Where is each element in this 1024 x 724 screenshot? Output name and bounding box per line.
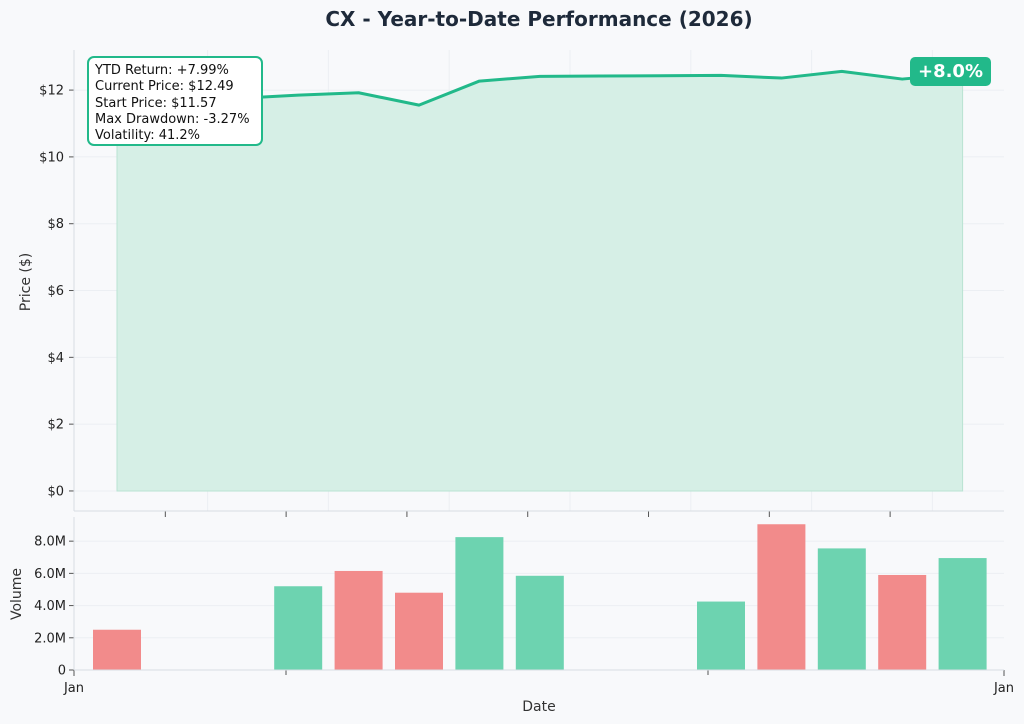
volume-x-label: Date bbox=[522, 699, 555, 715]
volume-y-tick-label: 4.0M bbox=[34, 599, 66, 614]
volume-bar bbox=[395, 592, 443, 670]
volume-x-ticks: Jan Jan bbox=[63, 670, 1014, 696]
stat-start-price: Start Price: $11.57 bbox=[95, 95, 217, 111]
volume-y-tick-label: 0 bbox=[58, 664, 66, 679]
volume-bar bbox=[817, 548, 866, 670]
volume-bar bbox=[515, 575, 564, 670]
return-badge: +8.0% bbox=[910, 57, 991, 86]
price-y-label: Price ($) bbox=[18, 253, 34, 311]
price-y-tick-label: $0 bbox=[47, 484, 64, 499]
price-y-tick-label: $6 bbox=[47, 284, 64, 299]
price-y-tick-label: $2 bbox=[47, 418, 64, 433]
volume-bar bbox=[334, 570, 383, 670]
stat-max-drawdown: Max Drawdown: -3.27% bbox=[95, 111, 250, 127]
price-y-tick-label: $12 bbox=[39, 84, 64, 99]
volume-y-ticks: 0 2.0M 4.0M 6.0M 8.0M bbox=[34, 535, 74, 679]
volume-y-label: Volume bbox=[9, 568, 25, 620]
price-y-tick-label: $4 bbox=[47, 351, 64, 366]
price-y-tick-label: $8 bbox=[47, 217, 64, 232]
volume-x-tick-label: Jan bbox=[63, 681, 84, 696]
price-y-tick-label: $10 bbox=[39, 150, 64, 165]
price-x-ticks bbox=[164, 511, 891, 517]
volume-bar bbox=[93, 629, 141, 670]
stats-box: YTD Return: +7.99% Current Price: $12.49… bbox=[87, 56, 263, 146]
volume-bar bbox=[274, 586, 323, 670]
volume-bars bbox=[93, 524, 987, 670]
volume-bar bbox=[757, 524, 806, 670]
chart-title: CX - Year-to-Date Performance (2026) bbox=[325, 7, 752, 31]
price-line bbox=[116, 69, 963, 107]
stat-ytd-return: YTD Return: +7.99% bbox=[95, 63, 229, 78]
volume-bar bbox=[878, 574, 927, 670]
volume-bar bbox=[697, 601, 745, 670]
volume-y-tick-label: 6.0M bbox=[34, 567, 66, 582]
stat-volatility: Volatility: 41.2% bbox=[95, 128, 201, 144]
volume-y-tick-label: 8.0M bbox=[34, 535, 66, 550]
volume-x-tick-label: Jan bbox=[993, 681, 1014, 696]
volume-bar bbox=[455, 537, 504, 670]
volume-bar bbox=[938, 558, 987, 670]
price-y-ticks: $0 $2 $4 $6 $8 $10 $12 bbox=[39, 84, 74, 499]
stat-current-price: Current Price: $12.49 bbox=[95, 79, 234, 95]
volume-y-tick-label: 2.0M bbox=[34, 631, 66, 646]
